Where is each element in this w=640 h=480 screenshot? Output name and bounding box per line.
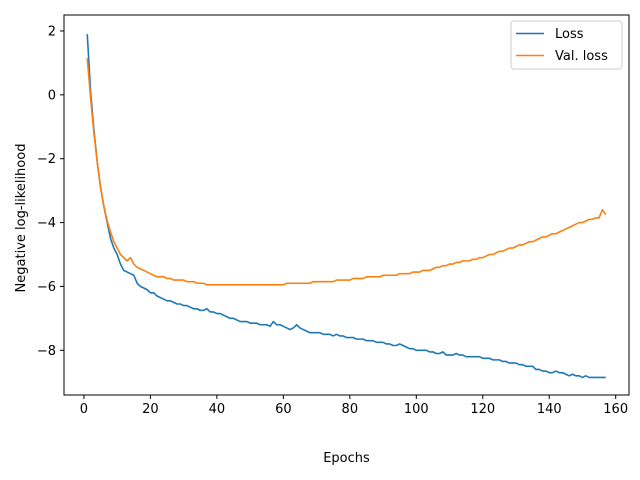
y-tick-label: −4 xyxy=(37,216,56,231)
series-layer xyxy=(86,34,607,379)
x-tick-label: 0 xyxy=(80,402,88,417)
plot-frame xyxy=(63,14,630,396)
x-tick-label: 20 xyxy=(142,402,159,417)
legend: Loss Val. loss xyxy=(510,20,623,70)
legend-label-val-loss: Val. loss xyxy=(555,49,608,64)
y-axis-label: Negative log-likelihood xyxy=(14,144,29,293)
x-axis-label: Epochs xyxy=(323,451,370,466)
legend-label-loss: Loss xyxy=(555,27,584,42)
y-tick-label: −6 xyxy=(37,280,56,295)
y-tick-label: −8 xyxy=(37,344,56,359)
ticks-layer: 0 20 40 60 80 100 120 140 160 −8 −6 −4 −2 0 2 xyxy=(37,24,628,417)
series-line-loss xyxy=(86,34,606,379)
x-tick-label: 160 xyxy=(603,402,628,417)
y-tick-label: −2 xyxy=(37,152,56,167)
x-tick-label: 40 xyxy=(209,402,226,417)
x-tick-label: 60 xyxy=(275,402,292,417)
x-tick-label: 120 xyxy=(470,402,495,417)
series-line-val-loss xyxy=(86,58,607,286)
x-tick-label: 80 xyxy=(342,402,359,417)
y-tick-label: 0 xyxy=(48,88,56,103)
y-tick-label: 2 xyxy=(48,24,56,39)
x-tick-label: 140 xyxy=(537,402,562,417)
x-tick-label: 100 xyxy=(404,402,429,417)
